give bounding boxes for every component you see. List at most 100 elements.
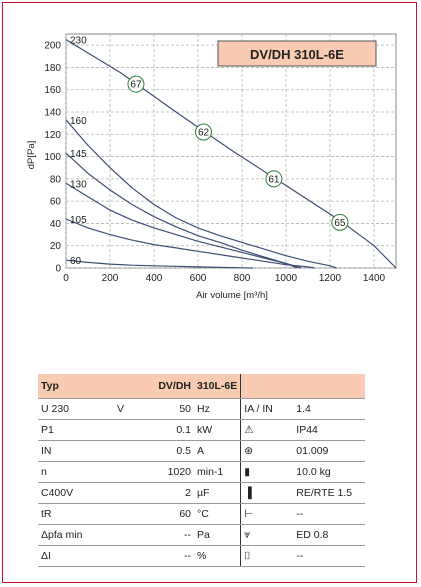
param-label: tR (38, 503, 114, 525)
chart-title: DV/DH 310L-6E (250, 47, 344, 62)
page-frame (2, 2, 417, 583)
y-tick-label: 40 (50, 219, 62, 230)
table-row: C400V 2 µF ▐ RE/RTE 1.5 (38, 482, 365, 504)
curve-label-60: 60 (70, 256, 82, 267)
param-label: ΔI (38, 545, 114, 567)
y-tick-label: 80 (50, 174, 62, 185)
header-right-blank (240, 374, 365, 399)
spec-value: ED 0.8 (293, 524, 365, 546)
efficiency-marker (195, 123, 212, 141)
current-ratio-icon: IA / IN (240, 398, 294, 420)
param-label: Δpfa min (38, 524, 114, 546)
x-tick-label: 400 (146, 273, 163, 284)
param-extra (114, 524, 148, 546)
curve-label-130: 130 (70, 179, 87, 190)
control-icon: ⌷ (240, 545, 294, 567)
table-row: n 1020 min-1 ▮ 10.0 kg (38, 461, 365, 483)
param-value: 0.5 (148, 440, 194, 462)
efficiency-label: 61 (268, 174, 280, 185)
efficiency-label: 67 (130, 80, 142, 91)
param-unit: Hz (194, 398, 242, 420)
motor-protection-icon: ▐ (240, 482, 294, 504)
table-row: tR 60 °C ⊢ -- (38, 503, 365, 525)
spec-value: RE/RTE 1.5 (293, 482, 365, 504)
param-unit: Pa (194, 524, 242, 546)
efficiency-marker (265, 170, 283, 188)
param-value: -- (148, 524, 194, 546)
param-label: n (38, 461, 114, 483)
y-tick-label: 20 (50, 241, 62, 252)
curve-130 (65, 182, 302, 269)
model-name: DV/DH (148, 374, 194, 399)
param-value: 1020 (148, 461, 194, 483)
temperature-icon: ⊢ (240, 503, 294, 525)
param-value: 0.1 (148, 419, 194, 441)
x-tick-label: 200 (102, 273, 119, 284)
specification-table: Typ DV/DH 310L-6E U 230 V 50 Hz IA / IN 1.4 P1… (38, 374, 365, 567)
x-tick-label: 1000 (275, 273, 298, 284)
y-tick-label: 120 (44, 130, 61, 141)
spec-value: 01.009 (293, 440, 365, 462)
param-extra (114, 503, 148, 525)
param-label: U 230 (38, 398, 114, 420)
x-tick-label: 1400 (363, 273, 386, 284)
table-row: IN 0.5 A ⊛ 01.009 (38, 440, 365, 462)
y-tick-label: 60 (50, 197, 62, 208)
param-label: IN (38, 440, 114, 462)
param-extra (114, 440, 148, 462)
model-variant: 310L-6E (194, 374, 242, 399)
x-tick-label: 0 (63, 273, 69, 284)
y-tick-label: 100 (44, 152, 61, 163)
y-tick-label: 180 (44, 63, 61, 74)
param-unit: kW (194, 419, 242, 441)
efficiency-marker (331, 213, 349, 231)
efficiency-marker (127, 75, 145, 93)
wiring-diagram-icon: ⊛ (240, 440, 294, 462)
curve-label-145: 145 (70, 149, 87, 160)
curve-145 (65, 152, 298, 269)
x-tick-label: 600 (190, 273, 207, 284)
param-value: 2 (148, 482, 194, 504)
spec-value: 1.4 (293, 398, 365, 420)
param-unit: °C (194, 503, 242, 525)
table-header-row: Typ DV/DH 310L-6E (38, 374, 365, 399)
spec-value: -- (293, 503, 365, 525)
table-row: Δpfa min -- Pa ⩔ ED 0.8 (38, 524, 365, 546)
curve-105 (65, 218, 315, 269)
param-extra (114, 545, 148, 567)
x-tick-label: 1200 (319, 273, 342, 284)
curve-160 (65, 119, 337, 269)
param-value: -- (148, 545, 194, 567)
param-value: 60 (148, 503, 194, 525)
curve-label-105: 105 (70, 215, 87, 226)
table-row: P1 0.1 kW ⚠ IP44 (38, 419, 365, 441)
y-tick-label: 0 (55, 264, 61, 275)
param-extra: V (114, 398, 148, 420)
curve-60 (65, 259, 254, 269)
y-tick-label: 200 (44, 41, 61, 52)
param-unit: A (194, 440, 242, 462)
chart-title-box (217, 40, 377, 67)
curve-label-160: 160 (70, 116, 87, 127)
param-extra (114, 461, 148, 483)
param-unit: min-1 (194, 461, 242, 483)
efficiency-label: 65 (334, 218, 346, 229)
typ-label: Typ (38, 374, 148, 399)
param-value: 50 (148, 398, 194, 420)
spec-value: 10.0 kg (293, 461, 365, 483)
y-tick-label: 140 (44, 108, 61, 119)
spec-value: -- (293, 545, 365, 567)
y-tick-label: 160 (44, 85, 61, 96)
table-row: U 230 V 50 Hz IA / IN 1.4 (38, 398, 365, 420)
x-tick-label: 800 (234, 273, 251, 284)
y-axis-label: dP[Pa] (26, 141, 37, 170)
protection-triangle-icon: ⚠ (240, 419, 294, 441)
param-unit: % (194, 545, 242, 567)
efficiency-label: 62 (198, 128, 210, 139)
weight-icon: ▮ (240, 461, 294, 483)
filter-icon: ⩔ (240, 524, 294, 546)
param-extra (114, 419, 148, 441)
table-row: ΔI --% ⌷ -- (38, 545, 365, 567)
param-label: C400V (38, 482, 114, 504)
x-axis-label: Air volume [m³/h] (196, 290, 268, 301)
